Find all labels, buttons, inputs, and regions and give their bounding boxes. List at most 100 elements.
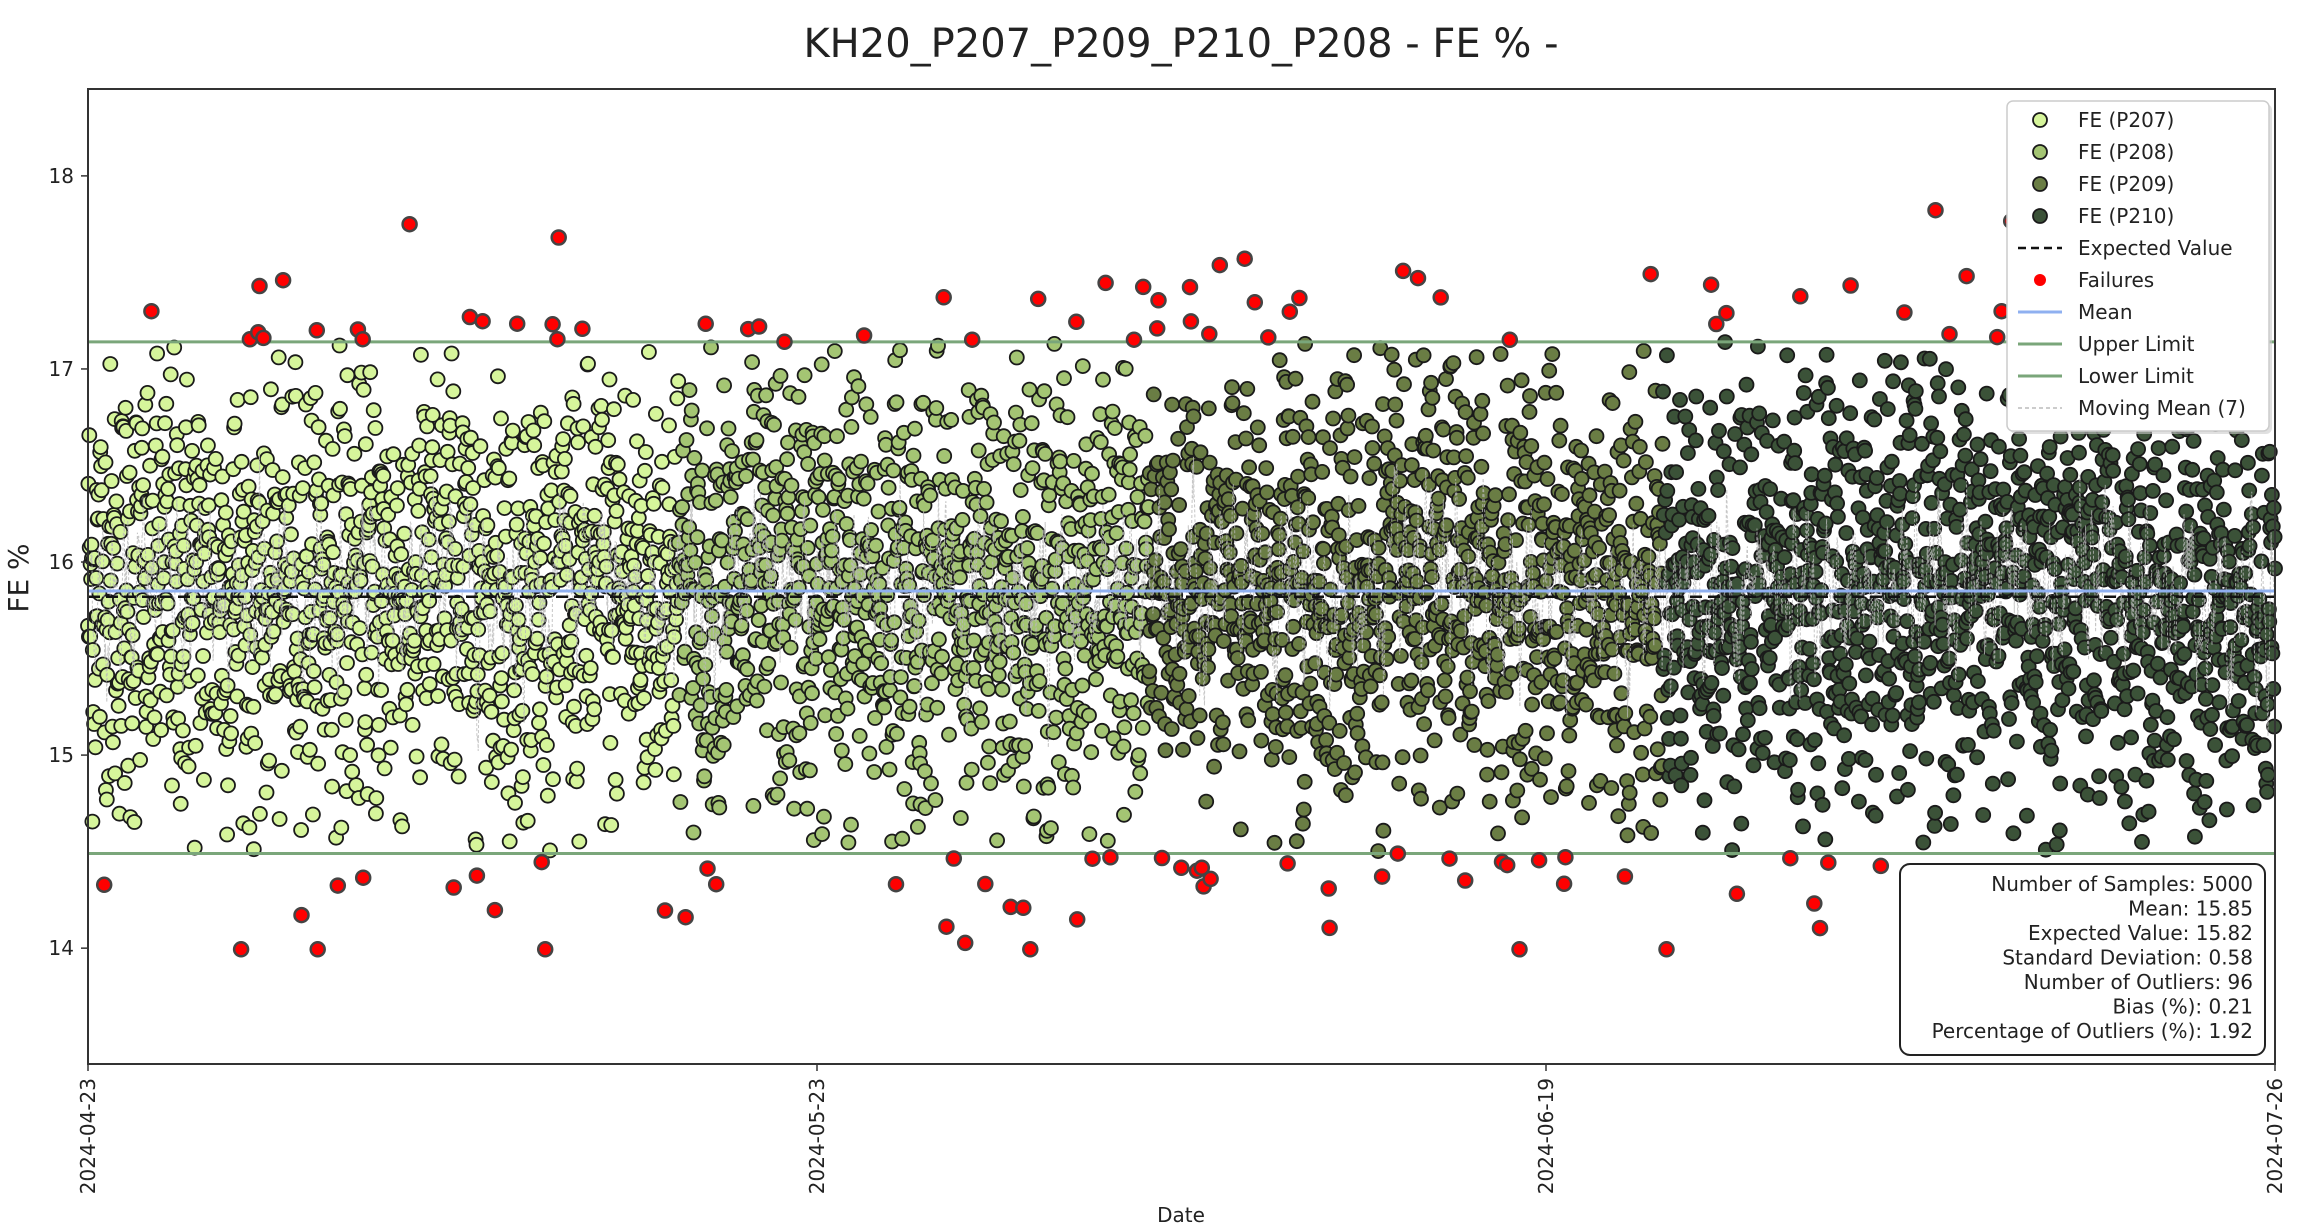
data-point [1441, 660, 1455, 674]
data-point [353, 621, 367, 635]
data-point [2242, 484, 2256, 498]
data-point [99, 455, 113, 469]
data-point [980, 496, 994, 510]
data-point [532, 716, 546, 730]
data-point [1404, 674, 1418, 688]
data-point [1066, 781, 1080, 795]
data-point [224, 709, 238, 723]
data-point [1766, 413, 1780, 427]
data-point [1239, 432, 1253, 446]
data-point [485, 775, 499, 789]
failure-point [97, 878, 111, 892]
data-point [174, 797, 188, 811]
data-point [1278, 668, 1292, 682]
data-point [446, 384, 460, 398]
data-point [1117, 720, 1131, 734]
data-point [1607, 667, 1621, 681]
failure-point [538, 942, 552, 956]
data-point [2043, 723, 2057, 737]
data-point [431, 689, 445, 703]
data-point [127, 815, 141, 829]
data-point [1673, 393, 1687, 407]
data-point [1501, 379, 1515, 393]
data-point [2202, 813, 2216, 827]
data-point [1602, 508, 1616, 522]
data-point [954, 811, 968, 825]
failure-point [356, 871, 370, 885]
data-point [1705, 676, 1719, 690]
failure-point [144, 304, 158, 318]
data-point [1165, 398, 1179, 412]
data-point [639, 445, 653, 459]
data-point [1689, 390, 1703, 404]
failure-point [1434, 290, 1448, 304]
data-point [303, 743, 317, 757]
data-point [1326, 412, 1340, 426]
data-point [95, 554, 109, 568]
data-point [1933, 444, 1947, 458]
data-point [1410, 514, 1424, 528]
data-point [473, 439, 487, 453]
data-point [960, 776, 974, 790]
data-point [815, 357, 829, 371]
data-point [337, 685, 351, 699]
data-point [666, 719, 680, 733]
data-point [272, 350, 286, 364]
data-point [1885, 455, 1899, 469]
data-point [425, 440, 439, 454]
data-point [2265, 488, 2279, 502]
data-point [626, 393, 640, 407]
data-point [773, 771, 787, 785]
data-point [369, 791, 383, 805]
data-point [2176, 620, 2190, 634]
data-point [1047, 337, 1061, 351]
data-point [1165, 722, 1179, 736]
data-point [2117, 647, 2131, 661]
data-point [2135, 835, 2149, 849]
data-point [1075, 679, 1089, 693]
data-point [1698, 793, 1712, 807]
data-point [1582, 796, 1596, 810]
data-point [270, 534, 284, 548]
data-point [253, 807, 267, 821]
data-point [1268, 836, 1282, 850]
data-point [1362, 471, 1376, 485]
data-point [2257, 738, 2271, 752]
data-point [1488, 488, 1502, 502]
failure-point [1391, 847, 1405, 861]
data-point [1376, 824, 1390, 838]
failure-point [958, 936, 972, 950]
data-point [935, 650, 949, 664]
data-point [1110, 650, 1124, 664]
plot-area [81, 203, 2282, 956]
data-point [972, 444, 986, 458]
data-point [103, 357, 117, 371]
data-point [886, 464, 900, 478]
data-point [610, 787, 624, 801]
data-point [1366, 441, 1380, 455]
data-point [571, 435, 585, 449]
data-point [1259, 461, 1273, 475]
data-point [1007, 457, 1021, 471]
failure-point [1086, 852, 1100, 866]
data-point [2106, 448, 2120, 462]
data-point [1417, 717, 1431, 731]
data-point [1207, 760, 1221, 774]
data-point [2124, 730, 2138, 744]
data-point [1147, 387, 1161, 401]
data-point [506, 424, 520, 438]
data-point [1142, 664, 1156, 678]
data-point [1290, 834, 1304, 848]
data-point [1623, 786, 1637, 800]
data-point [159, 397, 173, 411]
data-point [1216, 737, 1230, 751]
data-point [1628, 415, 1642, 429]
data-point [1525, 698, 1539, 712]
data-point [532, 613, 546, 627]
data-point [2165, 440, 2179, 454]
data-point [296, 481, 310, 495]
data-point [1119, 542, 1133, 556]
data-point [1032, 704, 1046, 718]
data-point [1839, 658, 1853, 672]
data-point [1341, 409, 1355, 423]
